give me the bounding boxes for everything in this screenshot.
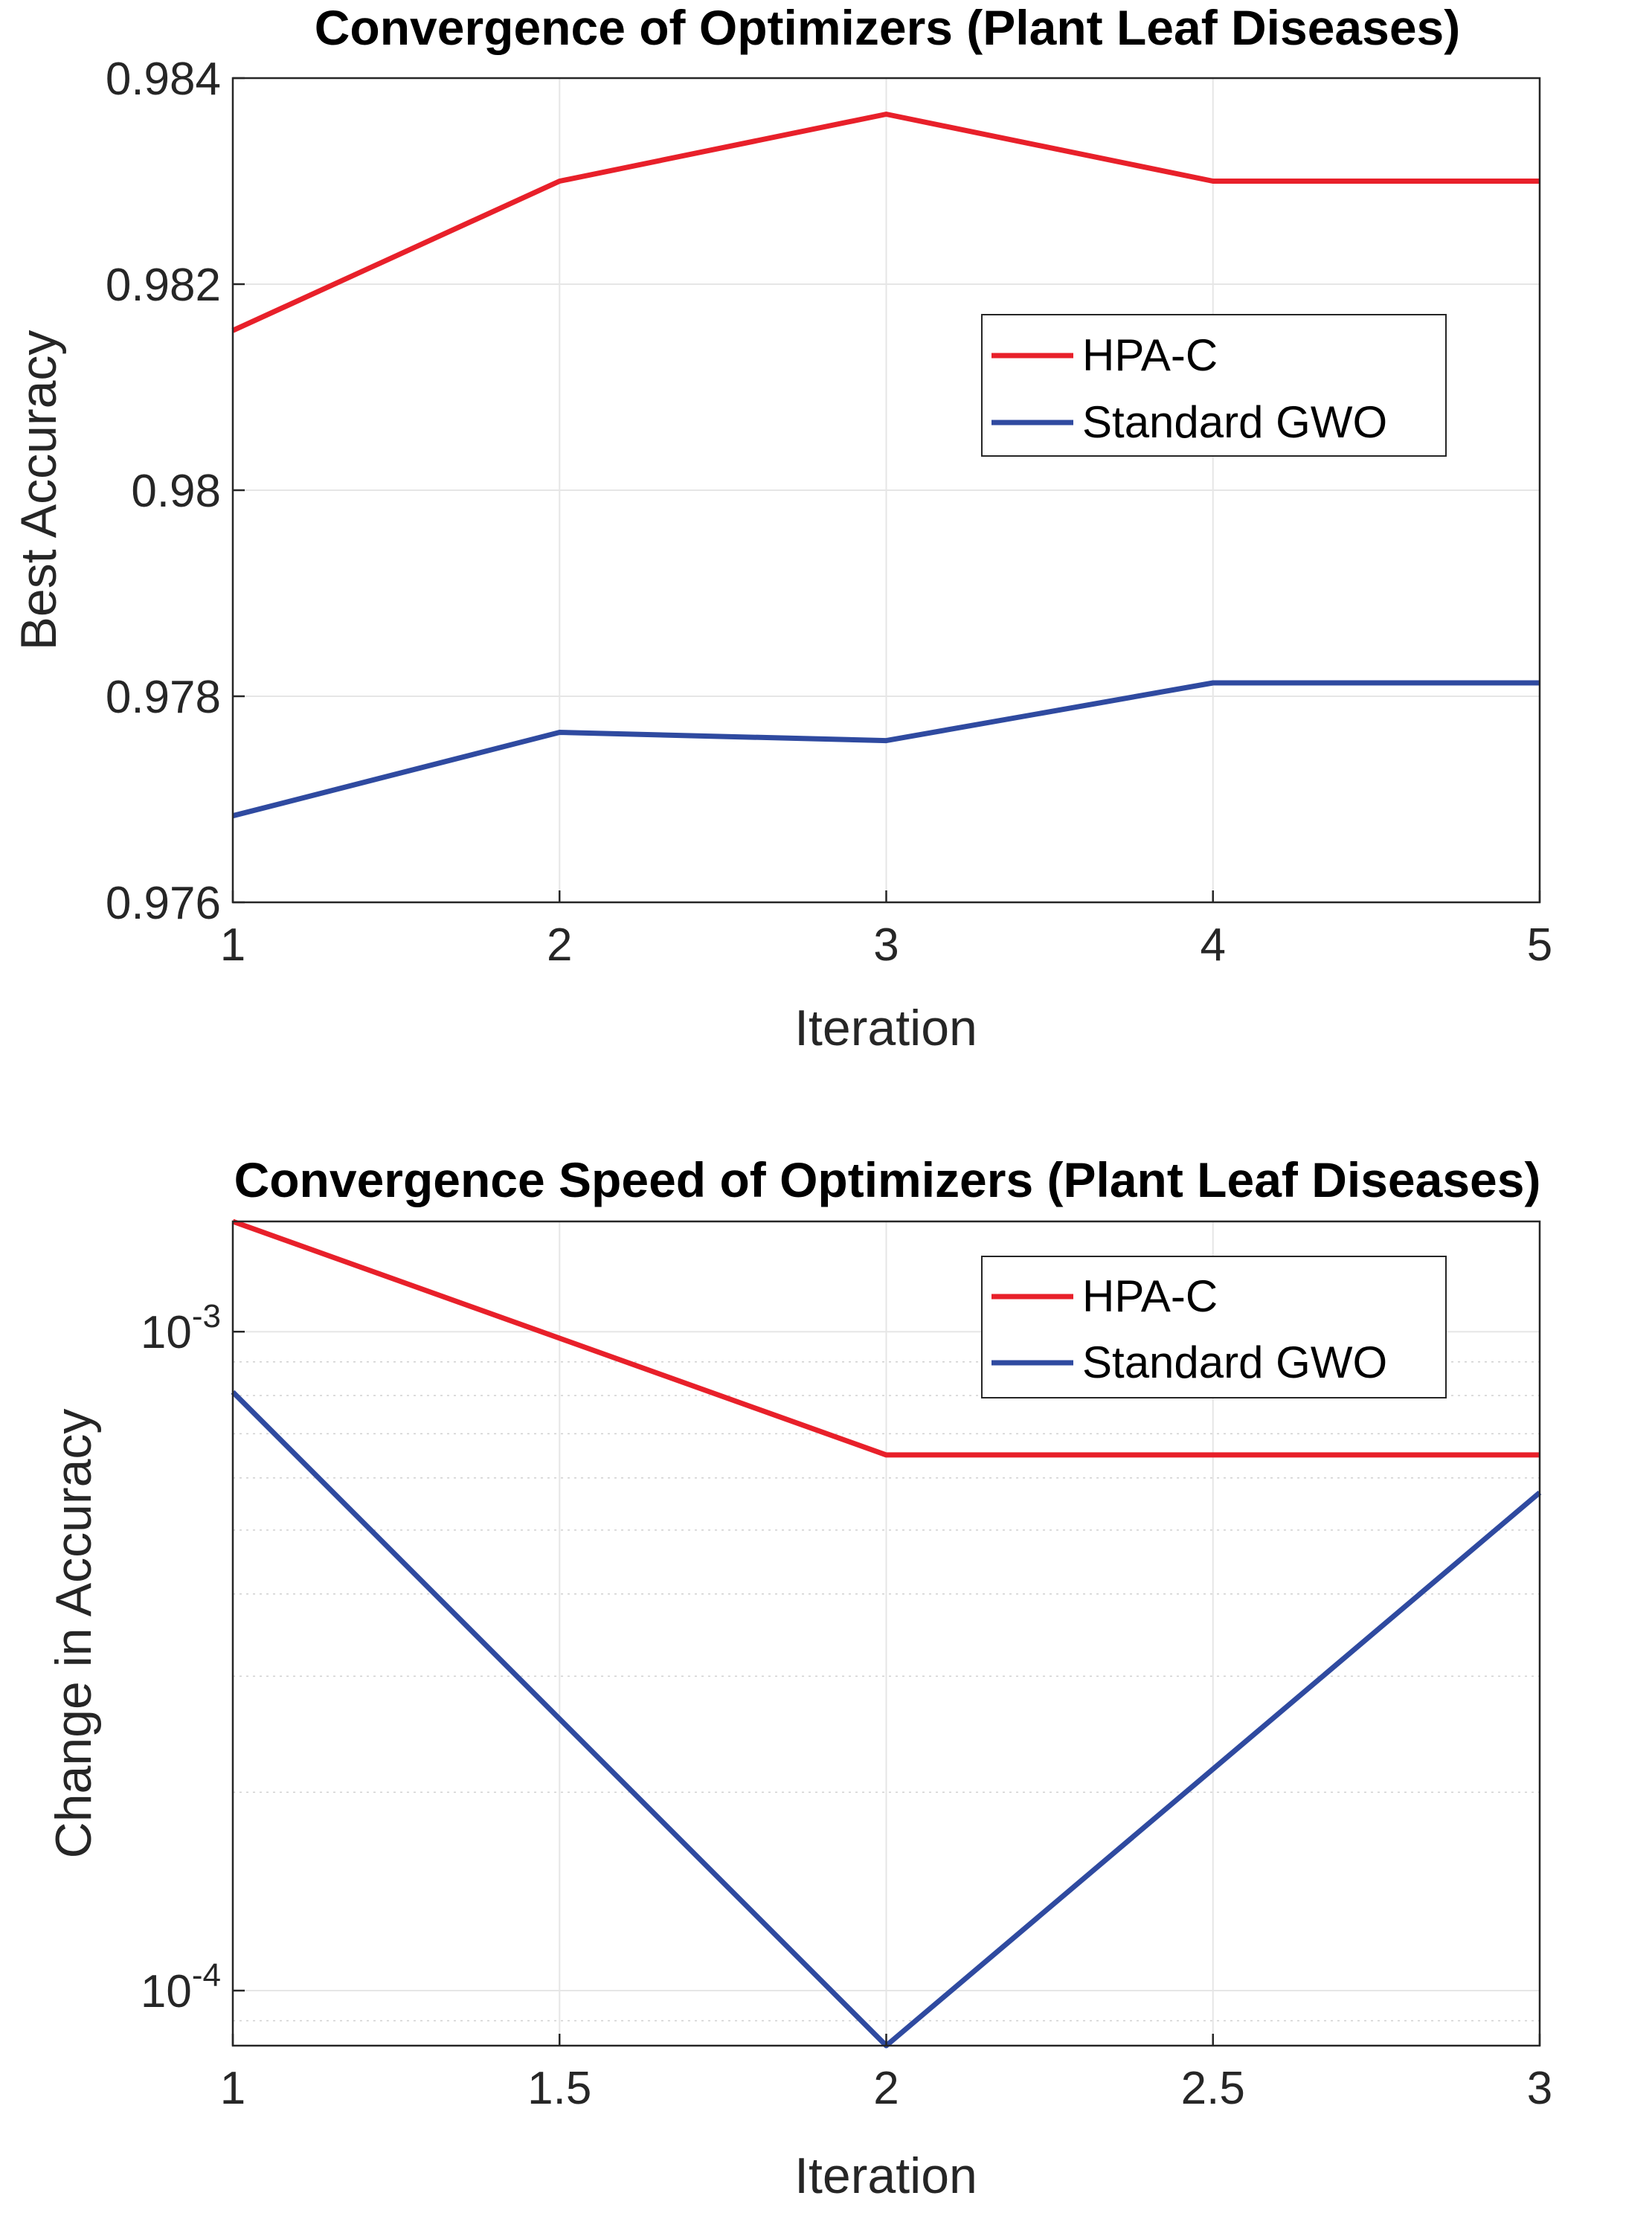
c1-data-point-hpa bbox=[559, 181, 560, 182]
chart-accuracy: Convergence of Optimizers (Plant Leaf Di… bbox=[10, 0, 1552, 1056]
c1-y-tick-label: 0.982 bbox=[106, 260, 221, 311]
c2-x-tick-label: 3 bbox=[1527, 2063, 1552, 2114]
c1-x-tick-label: 5 bbox=[1527, 919, 1552, 971]
chart2-legend-label-gwo: Standard GWO bbox=[1082, 1337, 1387, 1387]
c1-data-point-hpa bbox=[1212, 181, 1214, 182]
c2-x-tick-label: 2 bbox=[873, 2063, 899, 2114]
chart1-ylabel: Best Accuracy bbox=[10, 330, 67, 651]
chart1-legend: HPA-C Standard GWO bbox=[981, 314, 1447, 457]
c1-y-tick-label: 0.978 bbox=[106, 672, 221, 723]
c2-x-tick-label: 1 bbox=[220, 2063, 245, 2114]
c2-x-tick-label: 2.5 bbox=[1181, 2063, 1245, 2114]
chart2-legend-label-hpa: HPA-C bbox=[1082, 1271, 1218, 1321]
c2-y-tick-label: 10-3 bbox=[141, 1298, 221, 1358]
chart2-legend-box bbox=[981, 1256, 1447, 1398]
c1-y-tick-label: 0.976 bbox=[106, 878, 221, 929]
c1-data-point-gwo bbox=[1212, 682, 1214, 684]
c1-x-tick-label: 2 bbox=[547, 919, 572, 971]
chart1-legend-label-gwo: Standard GWO bbox=[1082, 397, 1387, 447]
c1-data-point-gwo bbox=[559, 731, 560, 733]
c2-data-point-hpa bbox=[886, 1454, 887, 1456]
chart2-xlabel: Iteration bbox=[794, 2148, 977, 2204]
chart1-legend-box bbox=[981, 314, 1447, 457]
chart1-ticks: 1 2 3 4 5 0.976 0.978 0.98 0.982 0.984 bbox=[106, 54, 1552, 971]
c1-y-tick-label: 0.984 bbox=[106, 54, 221, 105]
c1-x-tick-label: 3 bbox=[873, 919, 899, 971]
chart1-title: Convergence of Optimizers (Plant Leaf Di… bbox=[315, 0, 1460, 55]
c1-data-point-gwo bbox=[886, 740, 887, 742]
chart2-ticks: 1 1.5 2 2.5 3 10-3 10-4 bbox=[141, 1298, 1552, 2114]
chart2-ylabel: Change in Accuracy bbox=[45, 1409, 102, 1859]
c2-y-tick-label: 10-4 bbox=[141, 1957, 221, 2017]
chart2-title: Convergence Speed of Optimizers (Plant L… bbox=[234, 1152, 1541, 1207]
c1-x-tick-label: 1 bbox=[220, 919, 245, 971]
chart2-legend: HPA-C Standard GWO bbox=[981, 1256, 1447, 1398]
c1-x-tick-label: 4 bbox=[1201, 919, 1226, 971]
c1-data-point-hpa bbox=[886, 113, 887, 115]
chart1-legend-label-hpa: HPA-C bbox=[1082, 330, 1218, 380]
c1-y-tick-label: 0.98 bbox=[131, 466, 221, 517]
chart-change: Convergence Speed of Optimizers (Plant L… bbox=[45, 1152, 1552, 2204]
c2-x-tick-label: 1.5 bbox=[527, 2063, 591, 2114]
chart1-lines bbox=[231, 112, 1540, 819]
chart1-grid bbox=[233, 78, 1540, 902]
chart1-xlabel: Iteration bbox=[794, 1000, 977, 1056]
